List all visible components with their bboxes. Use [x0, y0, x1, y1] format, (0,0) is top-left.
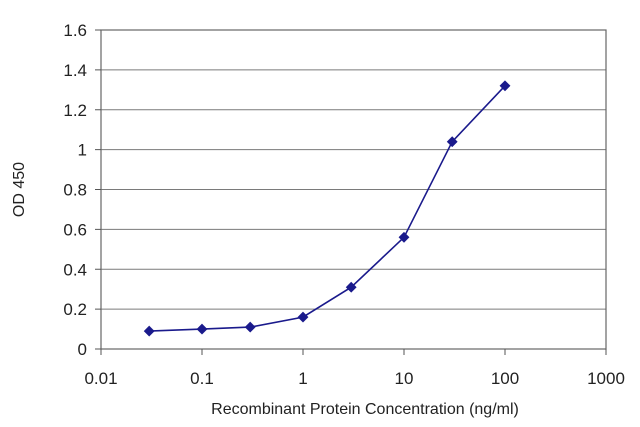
data-point [499, 80, 511, 92]
x-tick-label: 1000 [587, 369, 625, 388]
data-point [196, 323, 208, 335]
y-tick-label: 0.2 [63, 300, 87, 319]
y-tick-label: 1.4 [63, 61, 87, 80]
x-axis: 0.01 0.1 1 10 100 1000 [84, 349, 625, 388]
y-axis-title: OD 450 [11, 162, 28, 217]
series-layer [143, 80, 511, 337]
data-point [244, 321, 256, 333]
y-tick-label: 1 [78, 141, 87, 160]
series-line [149, 85, 506, 332]
x-tick-label: 1 [298, 369, 307, 388]
data-point [398, 231, 410, 243]
y-tick-label: 0 [78, 340, 87, 359]
data-point [143, 325, 155, 337]
gridlines [101, 29, 606, 310]
x-axis-title: Recombinant Protein Concentration (ng/ml… [211, 401, 519, 418]
x-tick-label: 10 [395, 369, 414, 388]
x-tick-label: 0.1 [190, 369, 214, 388]
y-tick-label: 1.2 [63, 101, 87, 120]
data-point [446, 136, 458, 148]
data-point [345, 281, 357, 293]
x-tick-label: 0.01 [84, 369, 117, 388]
y-tick-label: 1.6 [63, 21, 87, 40]
y-tick-label: 0.4 [63, 260, 87, 279]
y-tick-label: 0.8 [63, 181, 87, 200]
data-point [297, 311, 309, 323]
y-axis: 0 0.2 0.4 0.6 0.8 1 1.2 1.4 1.6 [63, 21, 101, 359]
x-tick-label: 100 [491, 369, 519, 388]
y-tick-label: 0.6 [63, 220, 87, 239]
